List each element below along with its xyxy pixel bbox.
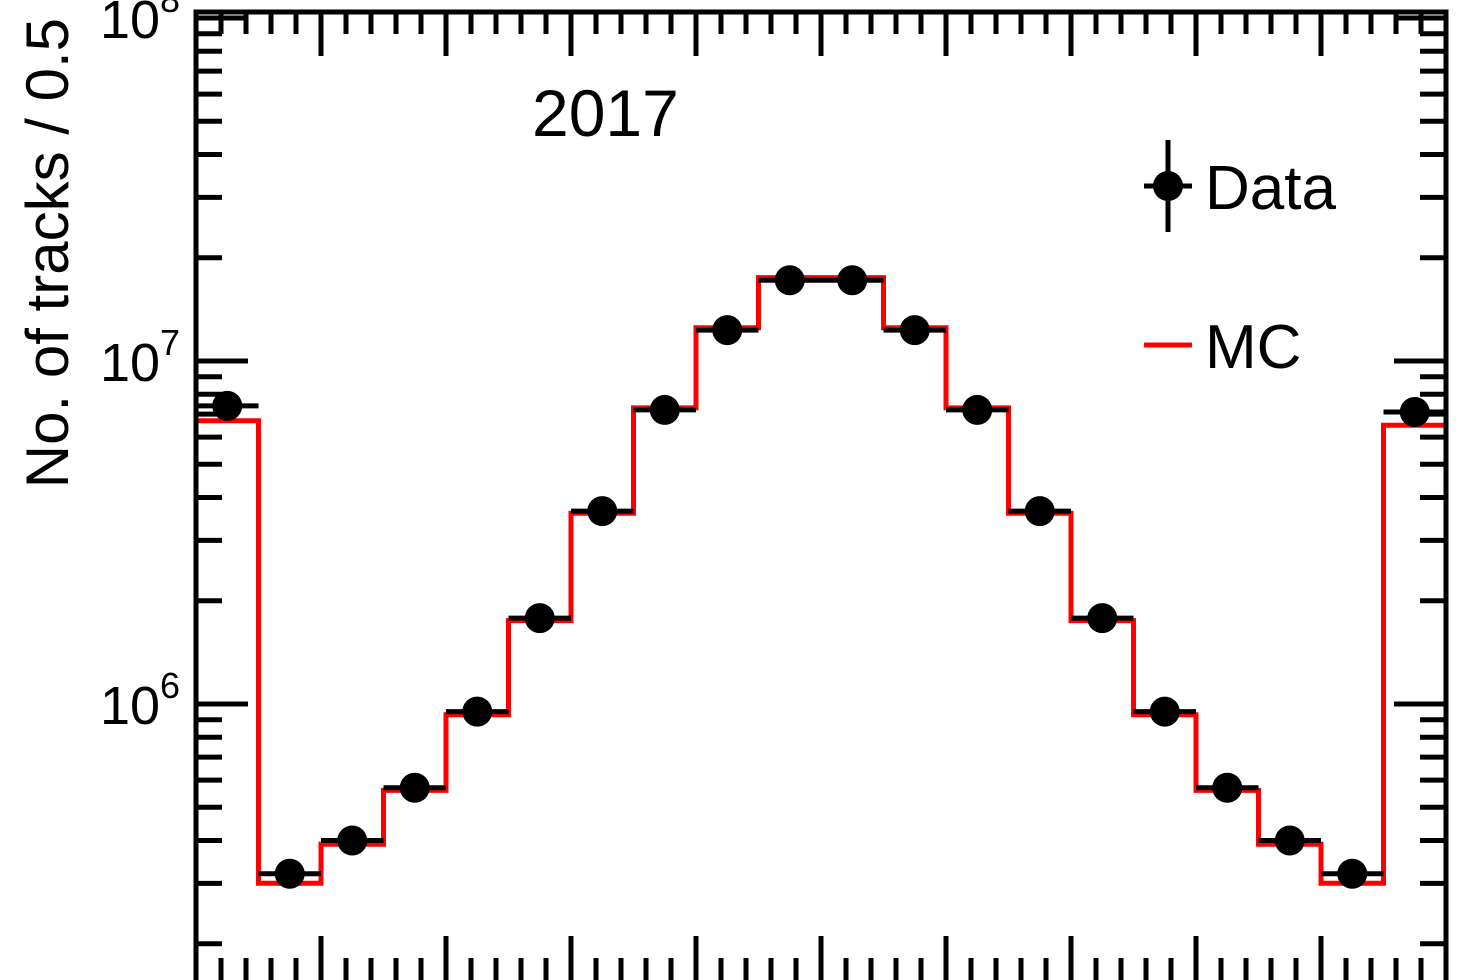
data-point-marker (774, 265, 805, 296)
data-point-marker (1337, 858, 1368, 889)
y-tick-base: 10 (100, 333, 160, 393)
data-point-marker (524, 603, 555, 634)
data-point-marker (1149, 696, 1180, 727)
y-tick-base: 10 (100, 676, 160, 736)
data-point (1258, 825, 1321, 856)
y-tick-base: 10 (100, 0, 160, 50)
y-tick-label: 10 7 (100, 322, 180, 393)
year-annotation: 2017 (532, 76, 679, 150)
data-point-marker (462, 696, 493, 727)
data-point-marker (212, 390, 243, 421)
y-tick-exponent: 8 (160, 0, 180, 20)
data-point (383, 772, 446, 803)
data-point (321, 825, 384, 856)
data-point-marker (899, 315, 930, 346)
data-point (446, 696, 509, 727)
data-point (571, 496, 634, 527)
data-points (196, 265, 1446, 889)
data-point (1196, 772, 1259, 803)
legend-data-symbol (1144, 140, 1192, 232)
data-point-marker (337, 825, 368, 856)
data-point-marker (712, 315, 743, 346)
data-point (883, 315, 946, 346)
data-point-marker (1212, 772, 1243, 803)
data-point (633, 394, 696, 425)
data-point-marker (274, 858, 305, 889)
data-point (758, 265, 821, 296)
data-point (258, 858, 321, 889)
y-tick-label: 10 6 (100, 665, 180, 736)
data-point (1383, 397, 1446, 428)
data-point (696, 315, 759, 346)
data-point-marker (1274, 825, 1305, 856)
data-point (1071, 603, 1134, 634)
data-point-marker (587, 496, 618, 527)
data-point-marker (1399, 397, 1430, 428)
plot-frame (193, 9, 1449, 980)
y-tick-label: 108 (100, 0, 180, 50)
data-point (1008, 496, 1071, 527)
data-point-marker (399, 772, 430, 803)
legend-mc-label: MC (1205, 313, 1301, 382)
y-axis-label: No. of tracks / 0.5 (14, 18, 81, 488)
data-point (1133, 696, 1196, 727)
data-point-marker (962, 394, 993, 425)
legend: Data MC (1144, 140, 1336, 382)
y-tick-exponent: 6 (160, 665, 180, 706)
data-point-marker (1087, 603, 1118, 634)
data-point-marker (649, 394, 680, 425)
data-point (1321, 858, 1384, 889)
data-point-marker (837, 265, 868, 296)
data-point (508, 603, 571, 634)
data-point (946, 394, 1009, 425)
legend-data-label: Data (1205, 154, 1336, 223)
data-point-marker (1024, 496, 1055, 527)
axis-ticks (196, 12, 1446, 980)
data-point (196, 390, 259, 421)
data-point (821, 265, 884, 296)
y-tick-labels: 106107108 (100, 0, 180, 736)
y-tick-exponent: 7 (160, 322, 180, 363)
